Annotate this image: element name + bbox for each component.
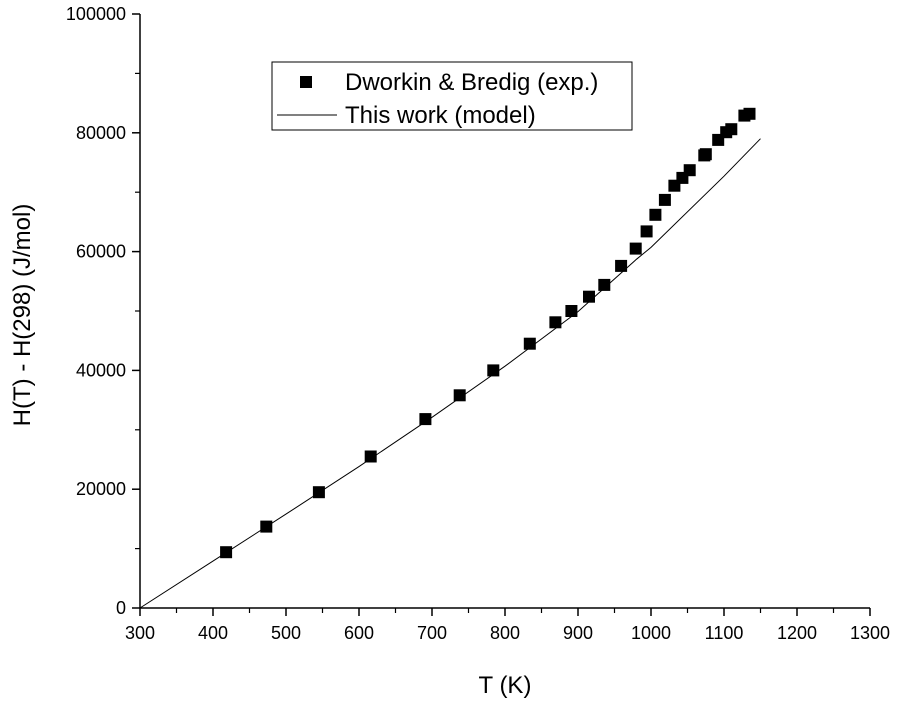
y-tick-label: 0 <box>116 598 126 618</box>
x-tick-label: 300 <box>125 623 155 643</box>
x-tick-label: 1300 <box>850 623 890 643</box>
x-ticks: 300 400 500 600 700 800 900 1000 1100 1200 1300 <box>125 608 890 643</box>
data-point <box>549 316 562 329</box>
y-tick-label: 60000 <box>76 242 126 262</box>
data-point <box>220 546 233 559</box>
data-point <box>640 225 653 238</box>
x-tick-label: 700 <box>417 623 447 643</box>
y-tick-label: 80000 <box>76 123 126 143</box>
x-tick-label: 500 <box>271 623 301 643</box>
legend-marker-experimental <box>300 76 312 88</box>
data-point <box>419 413 432 426</box>
data-points-layer <box>220 107 756 559</box>
y-tick-label: 40000 <box>76 360 126 380</box>
x-axis-title: T (K) <box>479 672 532 699</box>
legend-label-model: This work (model) <box>345 102 536 129</box>
y-ticks: 0 20000 40000 60000 80000 100000 <box>66 4 140 618</box>
data-point <box>453 389 466 402</box>
data-point <box>487 364 500 377</box>
x-tick-label: 1100 <box>705 623 744 643</box>
data-point <box>565 305 578 317</box>
data-point <box>583 290 595 303</box>
data-point <box>658 193 671 206</box>
x-tick-label: 900 <box>563 623 593 643</box>
data-point <box>364 450 377 463</box>
data-point <box>649 208 662 221</box>
data-point <box>629 242 642 255</box>
data-point <box>725 123 738 136</box>
data-point <box>312 486 325 499</box>
data-point <box>683 164 696 177</box>
y-tick-label: 20000 <box>76 479 126 499</box>
y-axis-title: H(T) - H(298) (J/mol) <box>9 204 36 427</box>
legend-label-experimental: Dworkin & Bredig (exp.) <box>345 69 598 96</box>
y-tick-label: 100000 <box>66 4 126 24</box>
data-point <box>523 337 536 350</box>
data-point <box>699 148 712 161</box>
model-line-layer <box>139 138 761 609</box>
model-line <box>139 138 761 609</box>
legend: Dworkin & Bredig (exp.) This work (model… <box>271 61 633 131</box>
data-point <box>743 107 756 120</box>
x-tick-label: 1000 <box>631 623 671 643</box>
legend-box <box>271 61 633 131</box>
x-tick-label: 400 <box>198 623 228 643</box>
data-point <box>260 520 273 533</box>
data-point <box>598 278 611 291</box>
x-tick-label: 800 <box>490 623 520 643</box>
x-tick-label: 1200 <box>777 623 817 643</box>
x-tick-label: 600 <box>344 623 374 643</box>
data-point <box>615 259 628 272</box>
